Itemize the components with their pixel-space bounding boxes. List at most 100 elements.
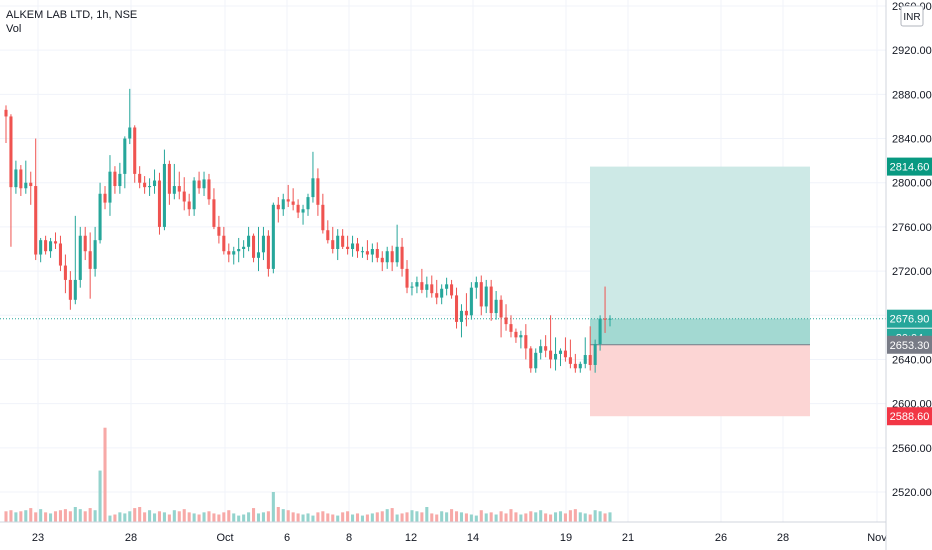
volume-bar [68, 511, 72, 522]
volume-bar [499, 511, 503, 522]
candle-body [212, 199, 216, 227]
candle-body [237, 249, 241, 252]
volume-bar [212, 513, 216, 522]
take-profit-tag-bg [887, 157, 932, 176]
candle-body [152, 180, 157, 187]
candle-body [588, 355, 592, 365]
volume-bar [252, 508, 256, 522]
volume-bar [108, 515, 112, 522]
volume-bar [286, 510, 290, 522]
volume-bar [514, 512, 518, 522]
candle-body [167, 163, 171, 194]
chart-legend: ALKEM LAB LTD, 1h, NSE Vol [6, 8, 137, 36]
volume-bar [83, 511, 87, 522]
volume-bar [450, 509, 454, 522]
volume-bar [162, 512, 166, 522]
candle-body [395, 246, 399, 263]
volume-bar [341, 512, 345, 522]
x-tick-label: Nov [867, 532, 887, 544]
volume-bar [73, 507, 77, 522]
volume-bar [29, 508, 33, 522]
candle-body [464, 310, 468, 316]
candle-body [143, 182, 147, 188]
candle-body [534, 352, 538, 369]
volume-bar [425, 507, 429, 522]
volume-bar [143, 512, 147, 522]
candle-body [281, 199, 285, 210]
candle-body [598, 318, 602, 344]
x-tick-label: 14 [467, 532, 479, 544]
candle-body [93, 240, 97, 269]
candle-body [148, 186, 152, 188]
candle-body [341, 235, 345, 247]
volume-bar [44, 512, 48, 522]
volume-bar [598, 511, 602, 522]
volume-bar [400, 513, 404, 522]
volume-bar [227, 510, 231, 522]
candle-body [331, 240, 335, 249]
volume-bar [49, 513, 53, 522]
volume-bar [118, 512, 122, 522]
volume-bar [281, 509, 285, 522]
candle-body [489, 286, 493, 314]
candle-body [454, 295, 459, 322]
candle-body [172, 186, 176, 194]
volume-bar [291, 512, 295, 522]
candle-body [504, 317, 508, 325]
candle-body [286, 199, 290, 202]
candle-body [88, 251, 92, 269]
volume-bar [103, 427, 107, 522]
chart-grid [0, 0, 886, 522]
volume-bar [187, 512, 191, 522]
y-tick-label: 2520.00 [892, 487, 932, 499]
volume-bar [152, 513, 157, 522]
volume-bar [395, 514, 399, 522]
volume-bar [459, 512, 464, 522]
candle-body [138, 173, 142, 183]
volume-bar [603, 513, 607, 522]
candle-body [479, 282, 483, 307]
volume-bar [469, 514, 473, 522]
volume-bar [316, 512, 320, 522]
volume-label[interactable]: Vol [6, 23, 22, 35]
current-price-tag-bg [887, 309, 932, 328]
volume-bar [420, 512, 424, 522]
volume-bar [113, 514, 117, 522]
candle-body [232, 251, 236, 255]
volume-bar [177, 511, 181, 522]
volume-bar [321, 511, 325, 522]
candle-body [450, 284, 454, 296]
candle-body [425, 284, 429, 290]
volume-bar [217, 514, 221, 522]
volume-bar [182, 509, 186, 522]
candle-body [554, 353, 558, 360]
candle-body [336, 235, 340, 249]
candle-body [499, 299, 503, 318]
x-tick-label: Oct [216, 532, 233, 544]
candle-body [227, 251, 231, 255]
volume-bar [435, 514, 439, 522]
candle-body [603, 318, 607, 320]
volume-bar [534, 512, 538, 522]
candle-body [583, 355, 587, 364]
volume-bar [593, 510, 597, 522]
y-tick-label: 2800.00 [892, 178, 932, 190]
candle-body [19, 169, 23, 189]
stop-loss-tag-text: 2588.60 [890, 411, 930, 423]
candle-body [316, 178, 320, 205]
volume-bar [484, 513, 488, 522]
candle-body [9, 116, 13, 188]
candle-body [103, 193, 107, 203]
long-position-tool[interactable] [0, 166, 886, 417]
volume-bar [415, 511, 419, 522]
candle-body [291, 201, 295, 205]
volume-bar [202, 512, 206, 522]
candle-body [415, 282, 419, 287]
volume-bar [98, 470, 102, 522]
symbol-title[interactable]: ALKEM LAB LTD, 1h, NSE [6, 9, 138, 21]
volume-bar [128, 511, 132, 522]
volume-bar [78, 509, 82, 522]
candle-body [355, 243, 360, 252]
candle-body [44, 240, 48, 252]
